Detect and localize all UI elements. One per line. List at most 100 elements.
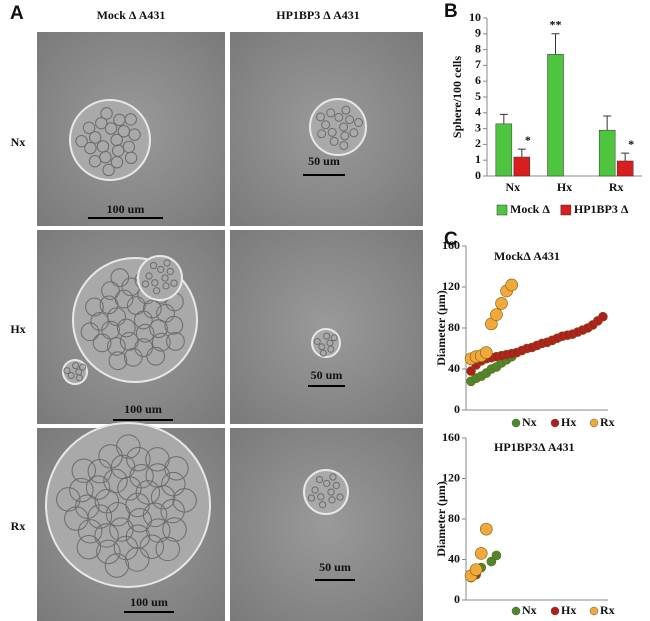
cell bbox=[151, 279, 159, 287]
cell bbox=[72, 362, 80, 370]
cell bbox=[166, 267, 174, 276]
error-bar bbox=[517, 148, 526, 158]
y-tick-label: 40 bbox=[448, 361, 460, 375]
row-label: Rx bbox=[11, 519, 26, 533]
y-tick-label: 80 bbox=[448, 320, 460, 334]
cell bbox=[145, 272, 153, 280]
column-header: Mock Δ A431 bbox=[97, 8, 166, 22]
micrograph bbox=[230, 428, 423, 621]
cell bbox=[64, 506, 89, 531]
legend-label: HP1BP3 Δ bbox=[574, 202, 629, 216]
cell bbox=[329, 136, 339, 146]
cell bbox=[330, 334, 338, 342]
cell bbox=[126, 296, 146, 315]
cell-cluster bbox=[303, 469, 349, 515]
cell bbox=[85, 475, 111, 500]
cell bbox=[84, 141, 97, 155]
y-tick-label: 7 bbox=[475, 57, 481, 71]
cell bbox=[94, 523, 119, 548]
cell bbox=[104, 122, 118, 135]
point bbox=[479, 522, 493, 536]
cell bbox=[162, 517, 187, 542]
cell bbox=[149, 261, 158, 270]
cell bbox=[336, 493, 344, 501]
cell bbox=[104, 553, 130, 578]
point bbox=[474, 547, 488, 560]
cell bbox=[75, 134, 88, 148]
cell bbox=[307, 494, 316, 502]
cell bbox=[151, 332, 171, 352]
cell bbox=[142, 502, 168, 528]
cell bbox=[80, 322, 100, 342]
legend-marker bbox=[550, 606, 560, 616]
cell bbox=[340, 131, 350, 141]
y-tick-label: 120 bbox=[442, 279, 460, 293]
cell bbox=[110, 454, 136, 480]
y-tick-label: 120 bbox=[442, 470, 460, 484]
error-bar bbox=[603, 115, 612, 131]
chart-title: HP1BP3Δ A431 bbox=[494, 440, 575, 454]
legend-label: Hx bbox=[561, 415, 576, 429]
point bbox=[505, 278, 518, 292]
cell-cluster bbox=[62, 359, 88, 385]
cell bbox=[163, 259, 171, 267]
point bbox=[490, 308, 503, 321]
cell bbox=[326, 108, 336, 118]
cell bbox=[107, 307, 126, 327]
cell bbox=[85, 297, 104, 317]
cell bbox=[71, 458, 96, 483]
y-tick-label: 10 bbox=[469, 10, 481, 24]
y-tick-label: 40 bbox=[448, 551, 460, 565]
scale-bar-label: 50 um bbox=[308, 154, 340, 168]
cell bbox=[82, 121, 96, 135]
cell bbox=[128, 128, 141, 141]
significance: * bbox=[525, 133, 531, 147]
cell bbox=[170, 279, 178, 287]
y-axis-label: Diameter (μm) bbox=[434, 481, 448, 557]
cell bbox=[145, 463, 170, 488]
y-tick-label: 9 bbox=[475, 26, 481, 40]
cell bbox=[319, 349, 327, 357]
legend-swatch bbox=[560, 204, 572, 216]
micrographs: 100 um 50 um 100 um 50 um 100 um 50 um bbox=[37, 32, 423, 621]
bar bbox=[495, 123, 513, 177]
error-bar bbox=[499, 113, 508, 124]
y-tick-label: 0 bbox=[454, 402, 460, 416]
legend-marker bbox=[511, 418, 521, 428]
cell bbox=[321, 120, 331, 130]
y-axis-label: Sphere/100 cells bbox=[450, 56, 464, 138]
cell bbox=[124, 151, 138, 165]
cell bbox=[116, 318, 136, 338]
legend-label: Rx bbox=[600, 603, 615, 617]
scale-bar-label: 100 um bbox=[107, 202, 145, 216]
cell bbox=[315, 475, 324, 484]
scale-bar-label: 50 um bbox=[319, 560, 351, 574]
cell-cluster bbox=[45, 422, 211, 588]
y-axis-label: Diameter (μm) bbox=[434, 290, 448, 366]
point bbox=[491, 550, 502, 561]
cell bbox=[87, 458, 113, 484]
point bbox=[479, 346, 493, 359]
cell bbox=[94, 489, 120, 514]
row-label: Nx bbox=[11, 135, 26, 149]
cell bbox=[339, 122, 349, 132]
panel-label: A bbox=[10, 3, 24, 24]
cell bbox=[88, 155, 102, 168]
legend-label: Nx bbox=[522, 603, 537, 617]
cell bbox=[345, 115, 355, 125]
cell bbox=[323, 332, 331, 340]
y-tick-label: 8 bbox=[475, 41, 481, 55]
cell bbox=[155, 536, 180, 562]
cell bbox=[172, 488, 197, 513]
legend-swatch bbox=[496, 204, 508, 216]
cell bbox=[96, 539, 121, 565]
legend-label: Nx bbox=[522, 415, 537, 429]
cell bbox=[157, 265, 165, 274]
cell bbox=[126, 446, 151, 472]
cell bbox=[317, 129, 327, 139]
error-bar bbox=[551, 33, 560, 55]
significance: * bbox=[628, 137, 634, 151]
cell bbox=[63, 367, 71, 375]
cell bbox=[108, 351, 128, 371]
chart-title: MockΔ A431 bbox=[494, 249, 560, 263]
